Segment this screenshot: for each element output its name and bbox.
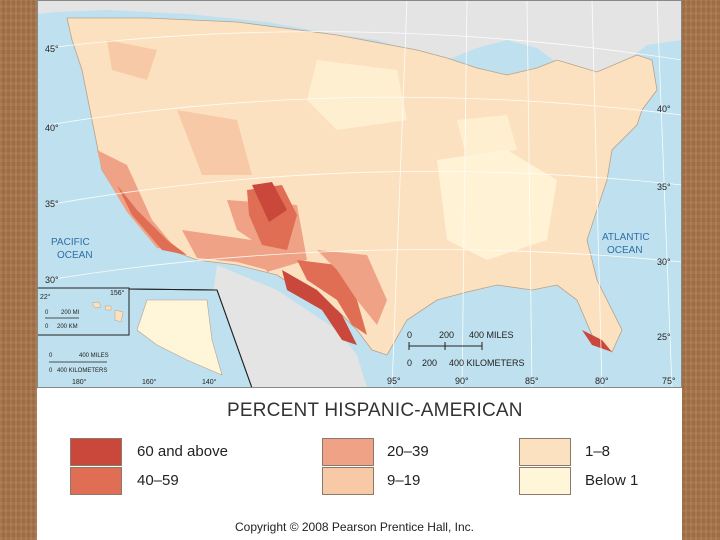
region-arizona-20-39: [182, 230, 267, 270]
alaska-scale-km-0: 0: [49, 368, 53, 374]
scale-km-200: 200: [422, 358, 437, 368]
lat-label-35: 35°: [45, 199, 59, 209]
legend-swatch-60-plus: [70, 438, 122, 466]
legend-label-9-19: 9–19: [387, 472, 421, 489]
legend-label-below-1: Below 1: [585, 472, 639, 489]
legend-swatch-20-39: [322, 438, 374, 466]
mexico-land: [212, 265, 367, 388]
scale-miles-400: 400 MILES: [469, 330, 514, 340]
region-mountain-9-19: [177, 110, 252, 175]
legend-label-20-39: 20–39: [387, 443, 429, 460]
legend-swatch-below-1: [519, 467, 571, 495]
atlantic-ocean-label-line1: ATLANTIC: [602, 232, 650, 243]
graticule: [46, 0, 682, 388]
alaska-lon-160: 160°: [142, 378, 157, 386]
atlantic-ocean-label-line2: OCEAN: [607, 245, 643, 256]
legend-label-40-59: 40–59: [137, 472, 179, 489]
lat-right-label-35: 35°: [657, 182, 671, 192]
pacific-ocean-label-line1: PACIFIC: [51, 237, 90, 248]
alaska-lon-180: 180°: [72, 378, 87, 386]
slide: 45° 40° 35° 30° 40° 35° 30° 25° 95° 90° …: [37, 0, 682, 540]
canada-land: [37, 0, 682, 72]
lon-label-75: 75°: [662, 376, 676, 386]
lat-label-45: 45°: [45, 44, 59, 54]
hawaii-scale-miles-200: 200 MI: [61, 310, 80, 316]
map-frame: [37, 0, 682, 388]
us-map: 45° 40° 35° 30° 40° 35° 30° 25° 95° 90° …: [37, 0, 682, 388]
pacific-ocean-label-line2: OCEAN: [57, 250, 93, 261]
legend-swatch-9-19: [322, 467, 374, 495]
main-scale-bar: 0 200 400 MILES 0 200 400 KILOMETERS: [407, 330, 525, 368]
scale-miles-0: 0: [407, 330, 412, 340]
hawaii-inset: 22° 156° 0 200 MI 0 200 KM: [37, 287, 130, 336]
alaska-scale-miles-400: 400 MILES: [79, 353, 109, 359]
alaska-scale-km-400: 400 KILOMETERS: [57, 368, 107, 374]
copyright-notice: Copyright © 2008 Pearson Prentice Hall, …: [235, 520, 474, 534]
hawaii-scale-km-200: 200 KM: [57, 324, 78, 330]
lon-label-90: 90°: [455, 376, 469, 386]
region-below-1-east: [437, 150, 557, 260]
region-below-1-north: [307, 60, 407, 130]
lat-right-label-25: 25°: [657, 332, 671, 342]
hawaii-scale-km-0: 0: [45, 324, 49, 330]
region-texas-border-60-plus: [282, 270, 357, 345]
scale-miles-200: 200: [439, 330, 454, 340]
region-washington-9-19: [107, 40, 157, 80]
legend-swatch-1-8: [519, 438, 571, 466]
region-new-mexico-60-plus: [252, 182, 287, 222]
legend-label-60-plus: 60 and above: [137, 443, 228, 460]
alaska-scale-miles-0: 0: [49, 353, 53, 359]
lat-label-30: 30°: [45, 275, 59, 285]
scale-km-0: 0: [407, 358, 412, 368]
lon-label-80: 80°: [595, 376, 609, 386]
lat-right-label-30: 30°: [657, 257, 671, 267]
lat-label-40: 40°: [45, 123, 59, 133]
lon-label-95: 95°: [387, 376, 401, 386]
hawaii-lat-22: 22°: [40, 293, 51, 301]
region-texas-20-39: [317, 250, 387, 325]
alaska-lon-140: 140°: [202, 378, 217, 386]
legend-title: PERCENT HISPANIC-AMERICAN: [227, 400, 523, 421]
lon-label-85: 85°: [525, 376, 539, 386]
hawaii-lon-156: 156°: [110, 289, 125, 297]
region-california-20-39: [97, 150, 177, 250]
hawaii-scale-miles-0: 0: [45, 310, 49, 316]
region-miami-60-plus: [582, 330, 612, 352]
region-texas-40-59: [297, 260, 367, 335]
lat-right-label-40: 40°: [657, 104, 671, 114]
scale-km-400: 400 KILOMETERS: [449, 358, 525, 368]
legend-label-1-8: 1–8: [585, 443, 611, 460]
region-below-1-midwest: [457, 115, 517, 160]
legend-swatch-40-59: [70, 467, 122, 495]
